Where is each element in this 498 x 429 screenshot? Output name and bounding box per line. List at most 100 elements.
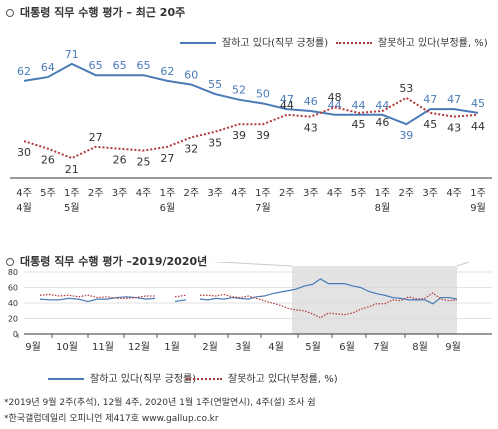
x-tick-label: 3주 [422,188,438,199]
top-legend-disapprove: 잘못하고 있다(부정률, %) [336,34,488,49]
approve-data-label: 47 [280,93,294,106]
approve-line-swatch [180,42,216,44]
y-tick-label: 40 [8,299,18,308]
approve-data-label: 47 [423,93,437,106]
disapprove-data-label: 43 [447,122,461,135]
x-tick-label: 4주 [16,188,32,199]
x-tick-label: 9월 [25,341,41,353]
disapprove-data-label: 32 [184,142,198,155]
x-tick-label: 10월 [56,341,78,353]
approve-data-label: 45 [471,97,485,110]
title-bullet-icon [6,258,14,266]
approve-data-label: 52 [232,84,246,97]
x-tick-label: 8월 [375,202,391,214]
x-tick-label: 5주 [351,188,367,199]
approve-data-label: 39 [399,129,413,142]
x-tick-label: 2주 [183,188,199,199]
x-tick-label: 4주 [446,188,462,199]
y-tick-label: 60 [8,284,18,293]
approve-data-label: 71 [65,48,79,61]
approve-data-label: 50 [256,87,270,100]
bottom-line-chart: 0 20 40 60 80 9월 10월 11월 12월 1월 2월 3월 4월 5월 6월 7월 8월 9월 [8,262,492,353]
footnote-survey-skips: *2019년 9월 2주(추석), 12월 4주, 2020년 1월 1주(연말… [4,398,316,408]
x-tick-label: 4주 [231,188,247,199]
disapprove-data-label: 26 [113,154,127,167]
bottom-legend-approve: 잘하고 있다(직무 긍정률) [48,370,196,385]
approve-series-line [174,299,187,303]
approve-data-label: 46 [304,95,318,108]
x-tick-label: 3월 [235,341,251,353]
approve-data-label: 60 [184,69,198,82]
x-tick-label: 1주 [64,188,80,199]
disapprove-data-label: 53 [399,82,413,95]
disapprove-data-label: 45 [423,118,437,131]
disapprove-data-label: 44 [471,120,485,133]
disapprove-line-swatch [336,42,372,44]
approve-data-label: 65 [136,59,150,72]
disapprove-data-label: 45 [352,118,366,131]
x-tick-label: 8월 [412,341,428,353]
x-tick-label: 3주 [303,188,319,199]
x-tick-label: 7월 [255,202,271,214]
approve-data-label: 65 [113,59,127,72]
x-tick-label: 9월 [445,341,461,353]
disapprove-data-label: 21 [65,163,79,176]
disapprove-data-label: 35 [208,137,222,150]
x-tick-label: 5월 [64,202,80,214]
y-tick-label: 80 [8,268,18,277]
x-tick-label: 1주 [255,188,271,199]
top-legend-approve: 잘하고 있다(직무 긍정률) [180,34,328,49]
disapprove-line-swatch [186,378,222,380]
top-line-chart: 62 64 71 65 65 65 62 60 55 52 50 47 46 44 44 44 39 47 47 45… [10,48,492,214]
x-tick-label: 4주 [327,188,343,199]
bottom-chart-title: 대통령 직무 수행 평가 –2019/2020년 [6,253,207,269]
disapprove-data-label: 26 [41,154,55,167]
x-tick-label: 4주 [136,188,152,199]
approve-line-swatch [48,378,84,380]
x-tick-label: 11월 [92,341,114,353]
x-tick-label: 7월 [373,341,389,353]
approve-data-label: 62 [160,65,174,78]
x-tick-label: 6월 [160,202,176,214]
approve-series-line [199,278,458,305]
disapprove-series-line [174,294,187,298]
approve-series-line [23,62,479,126]
x-tick-label: 1주 [375,188,391,199]
disapprove-data-label: 48 [328,91,342,104]
x-tick-label: 3주 [207,188,223,199]
x-tick-label: 6월 [339,341,355,353]
title-bullet-icon [6,9,14,17]
disapprove-data-label: 43 [304,122,318,135]
disapprove-data-label: 27 [160,152,174,165]
x-tick-label: 4월 [16,202,32,214]
approve-data-label: 65 [89,59,103,72]
recent-weeks-highlight [292,266,457,334]
y-tick-label: 20 [8,315,18,324]
disapprove-series-line [23,96,479,160]
x-tick-label: 5월 [305,341,321,353]
approve-data-label: 62 [17,65,31,78]
x-tick-label: 5주 [40,188,56,199]
x-tick-label: 2주 [88,188,104,199]
footnote-source: *한국갤럽데일리 오피니언 제417호 www.gallup.co.kr [4,414,219,424]
approve-data-label: 44 [352,99,366,112]
disapprove-data-label: 46 [375,116,389,129]
disapprove-data-label: 44 [280,99,294,112]
x-tick-label: 1주 [160,188,176,199]
x-tick-label: 2주 [399,188,415,199]
disapprove-data-label: 25 [136,156,150,169]
x-tick-label: 9월 [470,202,486,214]
approve-data-label: 55 [208,78,222,91]
disapprove-data-label: 27 [89,131,103,144]
approve-data-label: 47 [447,93,461,106]
y-tick-label: 0 [13,330,18,339]
bottom-legend-disapprove: 잘못하고 있다(부정률, %) [186,370,338,385]
x-tick-label: 2월 [202,341,218,353]
disapprove-series-line [39,293,155,299]
approve-data-label: 64 [41,61,55,74]
x-tick-label: 3주 [112,188,128,199]
highlight-connector [210,262,293,267]
top-chart-title: 대통령 직무 수행 평가 – 최근 20주 [6,4,185,20]
disapprove-data-label: 39 [232,129,246,142]
x-tick-label: 12월 [128,341,150,353]
